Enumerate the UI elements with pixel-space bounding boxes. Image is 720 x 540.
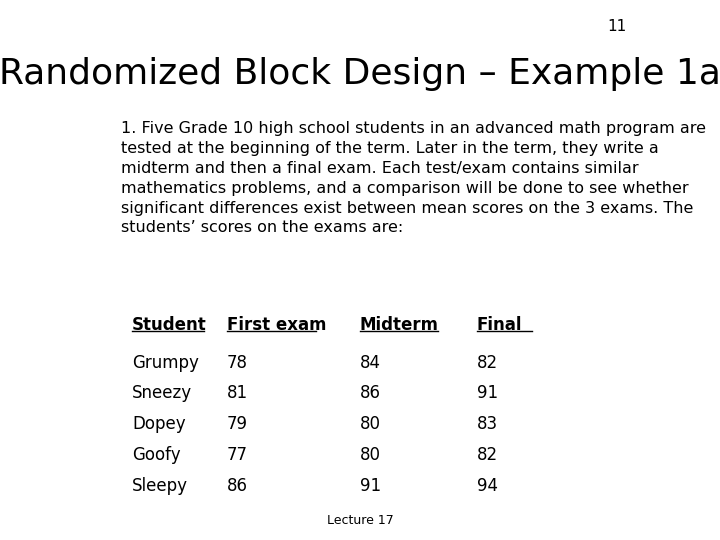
Text: 94: 94 [477, 477, 498, 495]
Text: 77: 77 [227, 446, 248, 464]
Text: Grumpy: Grumpy [132, 354, 199, 372]
Text: 1. Five Grade 10 high school students in an advanced math program are tested at : 1. Five Grade 10 high school students in… [121, 122, 706, 235]
Text: 91: 91 [477, 384, 498, 402]
Text: 84: 84 [360, 354, 381, 372]
Text: 79: 79 [227, 415, 248, 433]
Text: 81: 81 [227, 384, 248, 402]
Text: 82: 82 [477, 446, 498, 464]
Text: Midterm: Midterm [360, 316, 439, 334]
Text: Goofy: Goofy [132, 446, 181, 464]
Text: Lecture 17: Lecture 17 [327, 514, 393, 526]
Text: 80: 80 [360, 415, 381, 433]
Text: First exam: First exam [227, 316, 326, 334]
Text: Randomized Block Design – Example 1a: Randomized Block Design – Example 1a [0, 57, 720, 91]
Text: 91: 91 [360, 477, 381, 495]
Text: Dopey: Dopey [132, 415, 186, 433]
Text: Sneezy: Sneezy [132, 384, 192, 402]
Text: Sleepy: Sleepy [132, 477, 188, 495]
Text: 86: 86 [360, 384, 381, 402]
Text: Final: Final [477, 316, 522, 334]
Text: 86: 86 [227, 477, 248, 495]
Text: 78: 78 [227, 354, 248, 372]
Text: 11: 11 [608, 19, 627, 34]
Text: 83: 83 [477, 415, 498, 433]
Text: Student: Student [132, 316, 207, 334]
Text: 80: 80 [360, 446, 381, 464]
Text: 82: 82 [477, 354, 498, 372]
